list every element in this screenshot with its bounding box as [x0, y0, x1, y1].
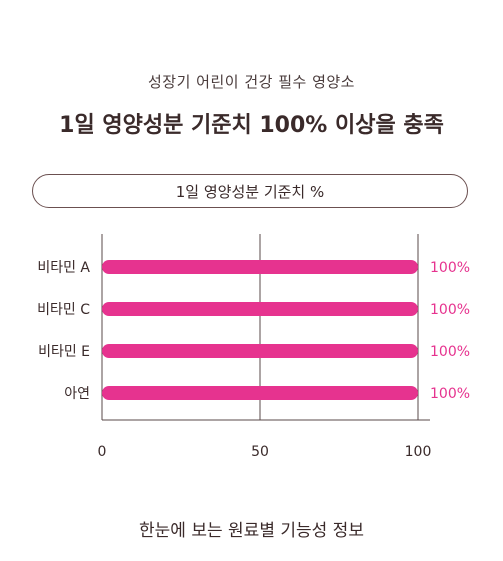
subtitle: 성장기 어린이 건강 필수 영양소	[148, 73, 355, 91]
x-tick-label: 50	[251, 444, 269, 460]
x-tick-label: 100	[405, 444, 432, 460]
category-label: 비타민 A	[37, 260, 90, 276]
category-label: 아연	[64, 386, 90, 402]
value-label: 100%	[430, 260, 470, 276]
category-label: 비타민 E	[38, 344, 90, 360]
category-label: 비타민 C	[37, 302, 90, 318]
chart-title-pill: 1일 영양성분 기준치 %	[32, 174, 468, 208]
bar	[102, 386, 418, 400]
page-title: 1일 영양성분 기준치 100% 이상을 충족	[59, 113, 444, 138]
x-tick-label: 0	[98, 444, 107, 460]
chart-title: 1일 영양성분 기준치 %	[175, 182, 325, 201]
value-label: 100%	[430, 386, 470, 402]
value-label: 100%	[430, 302, 470, 318]
footer-caption: 한눈에 보는 원료별 기능성 정보	[139, 521, 364, 541]
value-label: 100%	[430, 344, 470, 360]
bar	[102, 302, 418, 316]
bar	[102, 260, 418, 274]
bar	[102, 344, 418, 358]
